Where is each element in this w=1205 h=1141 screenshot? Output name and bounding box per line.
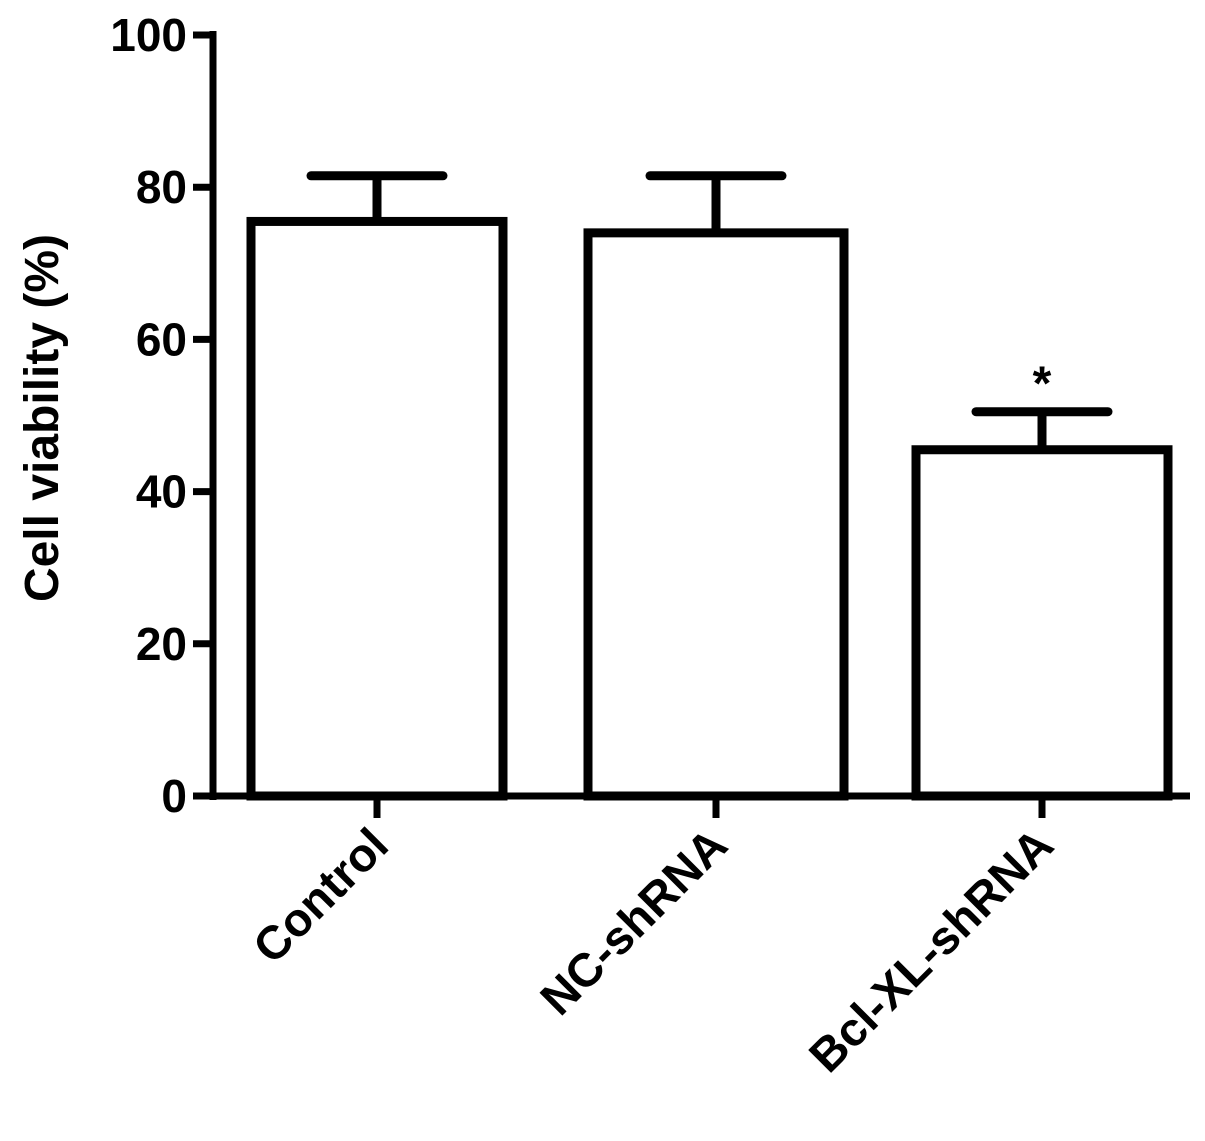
bar bbox=[911, 445, 1173, 801]
bar bbox=[246, 216, 508, 801]
x-tick-label: Bcl-XL-shRNA bbox=[798, 818, 1063, 1083]
y-tick-label: 60 bbox=[136, 313, 187, 365]
x-tick-label: Control bbox=[242, 818, 398, 974]
y-tick-label: 80 bbox=[136, 161, 187, 213]
significance-marker: * bbox=[1033, 358, 1052, 411]
bars: * bbox=[246, 171, 1173, 801]
y-tick-label: 100 bbox=[110, 9, 187, 61]
x-tick-label: NC-shRNA bbox=[530, 818, 737, 1025]
y-tick-label: 40 bbox=[136, 466, 187, 518]
y-tick-label: 0 bbox=[161, 770, 187, 822]
y-tick-label: 20 bbox=[136, 618, 187, 670]
y-axis-title: Cell viability (%) bbox=[16, 234, 69, 602]
bar bbox=[583, 228, 849, 801]
